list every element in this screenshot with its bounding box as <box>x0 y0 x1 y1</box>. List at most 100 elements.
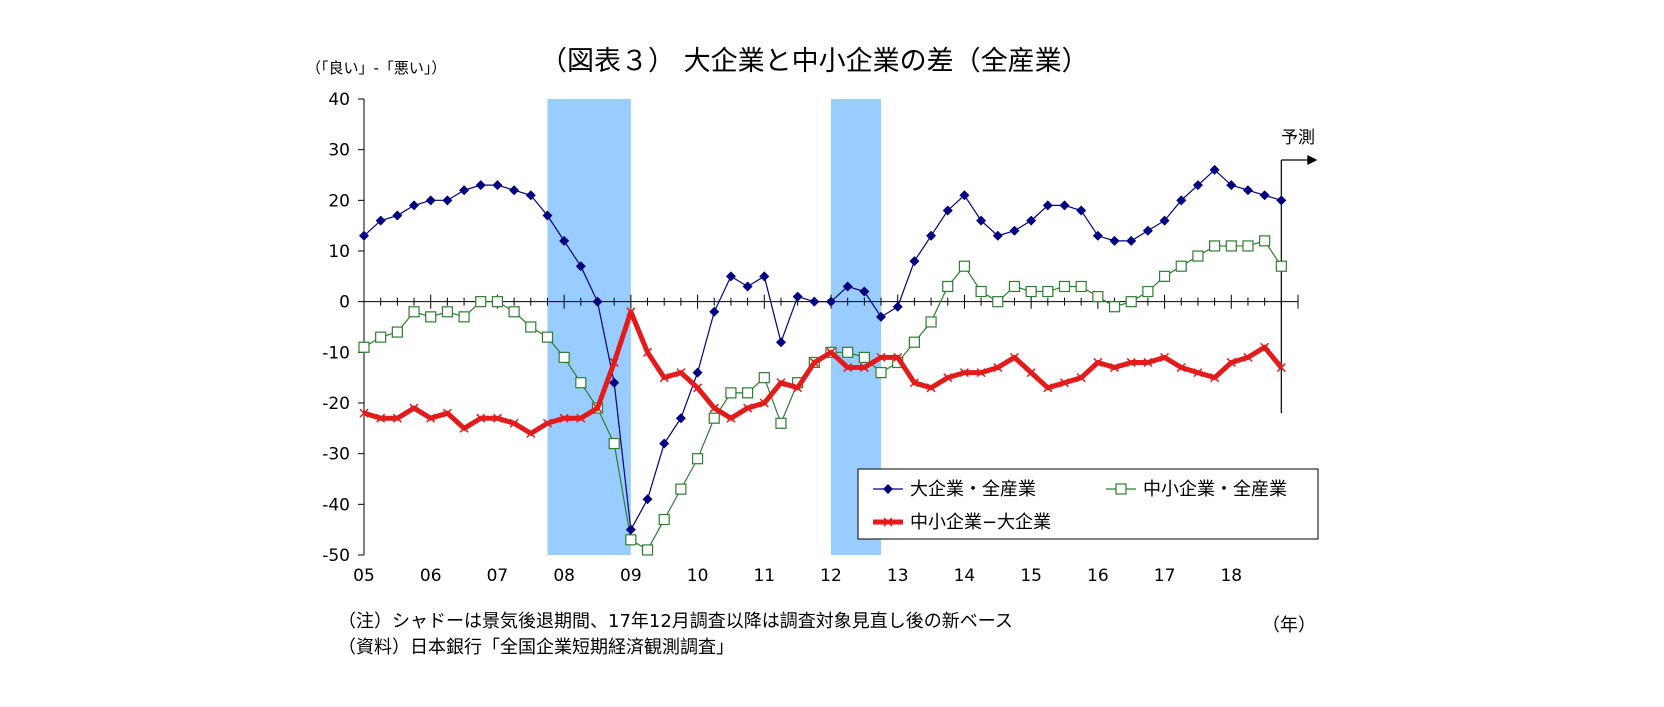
point-large <box>709 306 720 317</box>
legend-label-large: 大企業・全産業 <box>910 479 1036 500</box>
footnote-source: （資料）日本銀行「全国企業短期経済観測調査」 <box>338 637 734 658</box>
point-small <box>1242 240 1254 252</box>
point-diff <box>809 357 819 367</box>
y-tick-label: 40 <box>328 90 350 110</box>
point-small <box>1175 260 1187 272</box>
forecast-label: 予測 <box>1281 128 1315 148</box>
point-diff <box>609 357 619 367</box>
point-large <box>1176 195 1187 206</box>
point-large <box>859 286 870 297</box>
point-small <box>1092 291 1104 303</box>
point-diff <box>859 363 869 373</box>
point-small <box>1108 301 1121 313</box>
point-large <box>826 296 836 307</box>
point-small <box>391 326 403 338</box>
point-small <box>358 341 370 353</box>
point-small <box>625 534 637 546</box>
point-diff <box>576 413 586 423</box>
point-large <box>1242 185 1253 196</box>
point-small <box>575 377 587 389</box>
legend-symbols <box>873 483 1136 527</box>
point-small <box>1008 280 1021 293</box>
point-large <box>775 337 786 348</box>
point-large <box>359 230 369 241</box>
point-large <box>692 367 703 378</box>
point-large <box>1226 180 1237 191</box>
point-small <box>975 285 987 298</box>
point-small <box>408 306 420 318</box>
point-small <box>775 417 787 429</box>
point-diff <box>1143 357 1153 367</box>
point-small <box>1075 280 1087 293</box>
point-large <box>559 235 570 246</box>
point-diff <box>1260 342 1270 352</box>
point-diff <box>1160 352 1170 362</box>
point-small <box>758 372 770 384</box>
point-diff <box>1176 363 1186 373</box>
footnote-note: （注）シャドーは景気後退期間、17年12月調査以降は調査対象見直し後の新ベース <box>338 611 1013 632</box>
point-small <box>658 513 670 526</box>
y-tick-label: -50 <box>322 546 350 566</box>
x-tick-label: 13 <box>887 566 909 586</box>
point-large <box>1159 215 1170 226</box>
point-small <box>1058 280 1071 293</box>
point-diff <box>459 423 469 433</box>
y-tick-label: -30 <box>322 445 350 465</box>
point-large <box>575 261 586 272</box>
x-tick-label: 17 <box>1154 566 1176 586</box>
point-large <box>592 296 603 307</box>
point-diff <box>759 398 769 408</box>
point-large <box>1276 195 1287 206</box>
x-tick-label: 09 <box>620 566 642 586</box>
point-small <box>708 412 720 424</box>
point-large <box>675 413 686 424</box>
point-large <box>1126 235 1137 246</box>
x-axis-unit-label: （年） <box>1262 615 1316 636</box>
point-diff <box>793 383 803 393</box>
point-large <box>1059 200 1070 211</box>
point-small <box>1142 285 1154 298</box>
point-diff <box>476 413 486 423</box>
point-small <box>1209 240 1221 252</box>
point-diff <box>709 403 719 413</box>
point-large <box>1259 190 1270 201</box>
point-diff <box>409 403 419 413</box>
point-large <box>759 271 770 282</box>
point-large <box>442 195 453 206</box>
point-large <box>842 281 853 292</box>
point-large <box>492 180 503 191</box>
point-diff <box>1043 383 1053 393</box>
point-small <box>1125 296 1137 308</box>
point-diff <box>1059 378 1070 388</box>
x-tick-label: 07 <box>487 566 509 586</box>
x-tick-label: 11 <box>753 566 775 586</box>
point-small <box>541 331 554 343</box>
y-tick-label: 30 <box>328 141 350 161</box>
point-diff <box>509 418 519 428</box>
y-tick-label: -20 <box>322 394 350 414</box>
point-diff <box>926 383 936 393</box>
point-large <box>525 190 536 201</box>
x-tick-label: 12 <box>820 566 842 586</box>
y-tick-label: 20 <box>328 191 350 211</box>
point-large <box>1009 225 1020 236</box>
legend-marker-small <box>1115 483 1127 495</box>
point-diff <box>876 352 886 362</box>
point-large <box>392 210 403 221</box>
y-tick-label: 0 <box>339 293 350 313</box>
point-large <box>542 210 553 221</box>
point-diff <box>1110 363 1120 373</box>
point-small <box>508 306 520 318</box>
legend-marker-large <box>883 484 893 494</box>
point-diff <box>976 368 986 378</box>
point-large <box>942 205 953 216</box>
point-large <box>375 215 386 226</box>
point-diff <box>893 352 903 362</box>
point-diff <box>693 383 703 393</box>
point-small <box>925 316 937 328</box>
point-large <box>1109 235 1120 246</box>
point-diff <box>726 413 736 423</box>
point-small <box>1192 250 1204 262</box>
point-large <box>892 301 903 312</box>
point-diff <box>1126 357 1136 367</box>
